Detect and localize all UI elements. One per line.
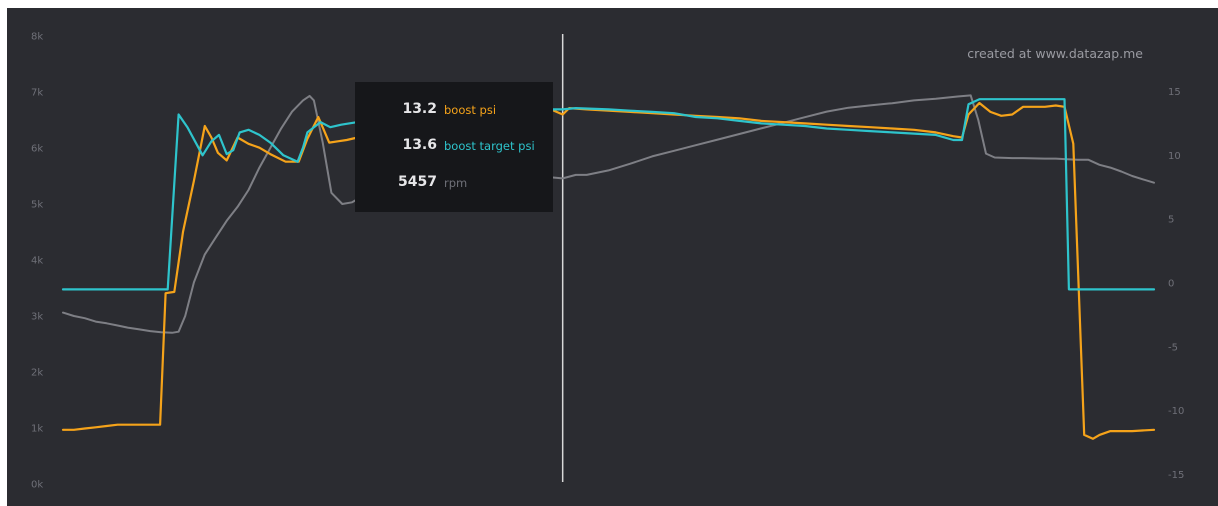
left-tick-label: 8k	[31, 32, 43, 43]
tooltip: 13.2 boost psi 13.6 boost target psi 545…	[355, 82, 553, 212]
left-tick-label: 6k	[31, 144, 43, 155]
left-tick-label: 4k	[31, 256, 43, 267]
left-tick-label: 5k	[31, 200, 43, 211]
right-tick-label: 0	[1168, 279, 1174, 290]
tooltip-label-rpm: rpm	[444, 176, 468, 190]
left-tick-label: 2k	[31, 368, 43, 379]
series-line-boost-target-psi[interactable]	[61, 98, 1156, 291]
tooltip-value-rpm: 5457	[398, 174, 437, 190]
left-tick-label: 1k	[31, 424, 43, 435]
series-layer	[61, 94, 1156, 440]
right-tick-label: 15	[1168, 87, 1181, 98]
tooltip-row-boost: 13.2 boost psi	[355, 101, 553, 121]
watermark: created at www.datazap.me	[967, 46, 1143, 61]
left-tick-label: 3k	[31, 312, 43, 323]
right-tick-label: -10	[1168, 406, 1184, 417]
right-tick-label: 10	[1168, 151, 1181, 162]
tooltip-row-rpm: 5457 rpm	[355, 174, 553, 194]
right-tick-label: -5	[1168, 342, 1178, 353]
left-axis: 0k 1k 2k 3k 4k 5k 6k 7k 8k	[31, 32, 43, 491]
right-tick-label: -15	[1168, 470, 1184, 481]
tooltip-label-target: boost target psi	[444, 139, 535, 153]
line-chart[interactable]: 0k 1k 2k 3k 4k 5k 6k 7k 8k -15 -10 -5 0 5 10 15 create…	[7, 8, 1218, 506]
series-line-rpm[interactable]	[62, 94, 1155, 334]
tooltip-value-boost: 13.2	[402, 101, 437, 117]
right-tick-label: 5	[1168, 215, 1174, 226]
tooltip-row-target: 13.6 boost target psi	[355, 137, 553, 157]
chart-panel: 0k 1k 2k 3k 4k 5k 6k 7k 8k -15 -10 -5 0 5 10 15 create…	[7, 8, 1218, 506]
left-tick-label: 0k	[31, 480, 43, 491]
left-tick-label: 7k	[31, 88, 43, 99]
right-axis: -15 -10 -5 0 5 10 15	[1168, 87, 1184, 481]
tooltip-value-target: 13.6	[402, 137, 437, 153]
tooltip-label-boost: boost psi	[444, 103, 497, 117]
